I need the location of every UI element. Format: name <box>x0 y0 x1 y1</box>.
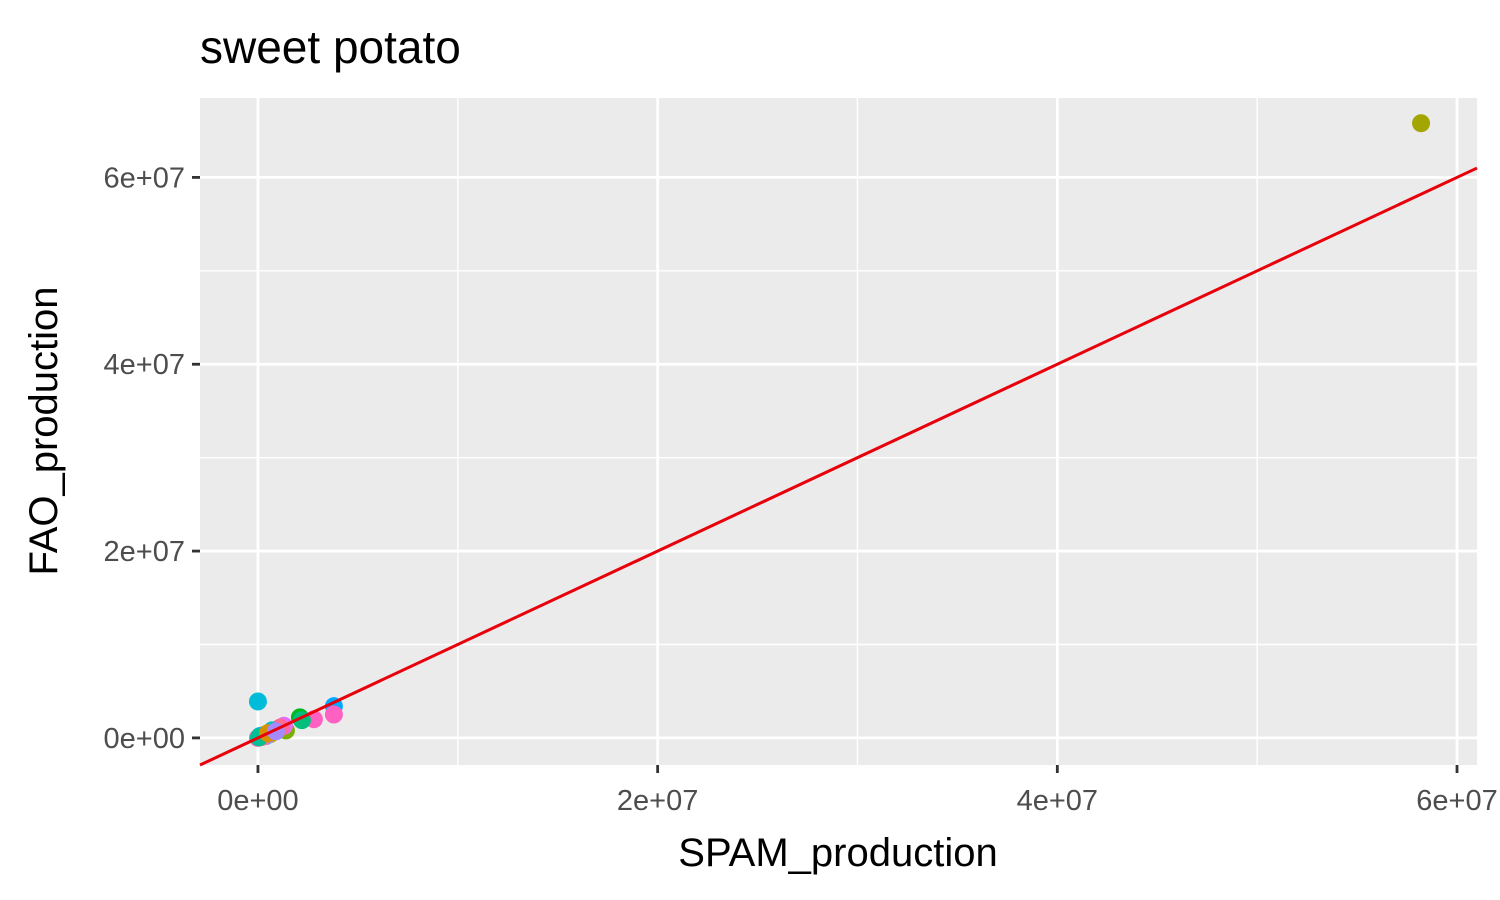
y-tick-label: 4e+07 <box>104 349 185 381</box>
x-tick-label: 2e+07 <box>617 785 698 817</box>
plot-panel <box>200 98 1477 765</box>
major-gridlines <box>200 98 1477 765</box>
data-point <box>248 692 267 711</box>
y-axis-title: FAO_production <box>22 286 66 575</box>
y-tick-label: 6e+07 <box>104 162 185 194</box>
x-axis: 0e+00 2e+07 4e+07 6e+07 <box>217 765 1498 817</box>
y-tick-label: 0e+00 <box>104 723 185 755</box>
x-tick-label: 4e+07 <box>1017 785 1098 817</box>
data-point <box>324 705 343 724</box>
y-tick-label: 2e+07 <box>104 536 185 568</box>
minor-gridlines <box>200 98 1477 765</box>
reference-line-layer <box>199 166 1478 767</box>
reference-line <box>199 166 1478 767</box>
x-tick-label: 6e+07 <box>1416 785 1497 817</box>
data-point <box>1412 114 1431 133</box>
data-points <box>248 114 1431 747</box>
chart-title: sweet potato <box>200 21 461 73</box>
y-axis: 0e+00 2e+07 4e+07 6e+07 <box>104 162 200 755</box>
x-axis-title: SPAM_production <box>678 831 997 875</box>
x-tick-label: 0e+00 <box>217 785 298 817</box>
